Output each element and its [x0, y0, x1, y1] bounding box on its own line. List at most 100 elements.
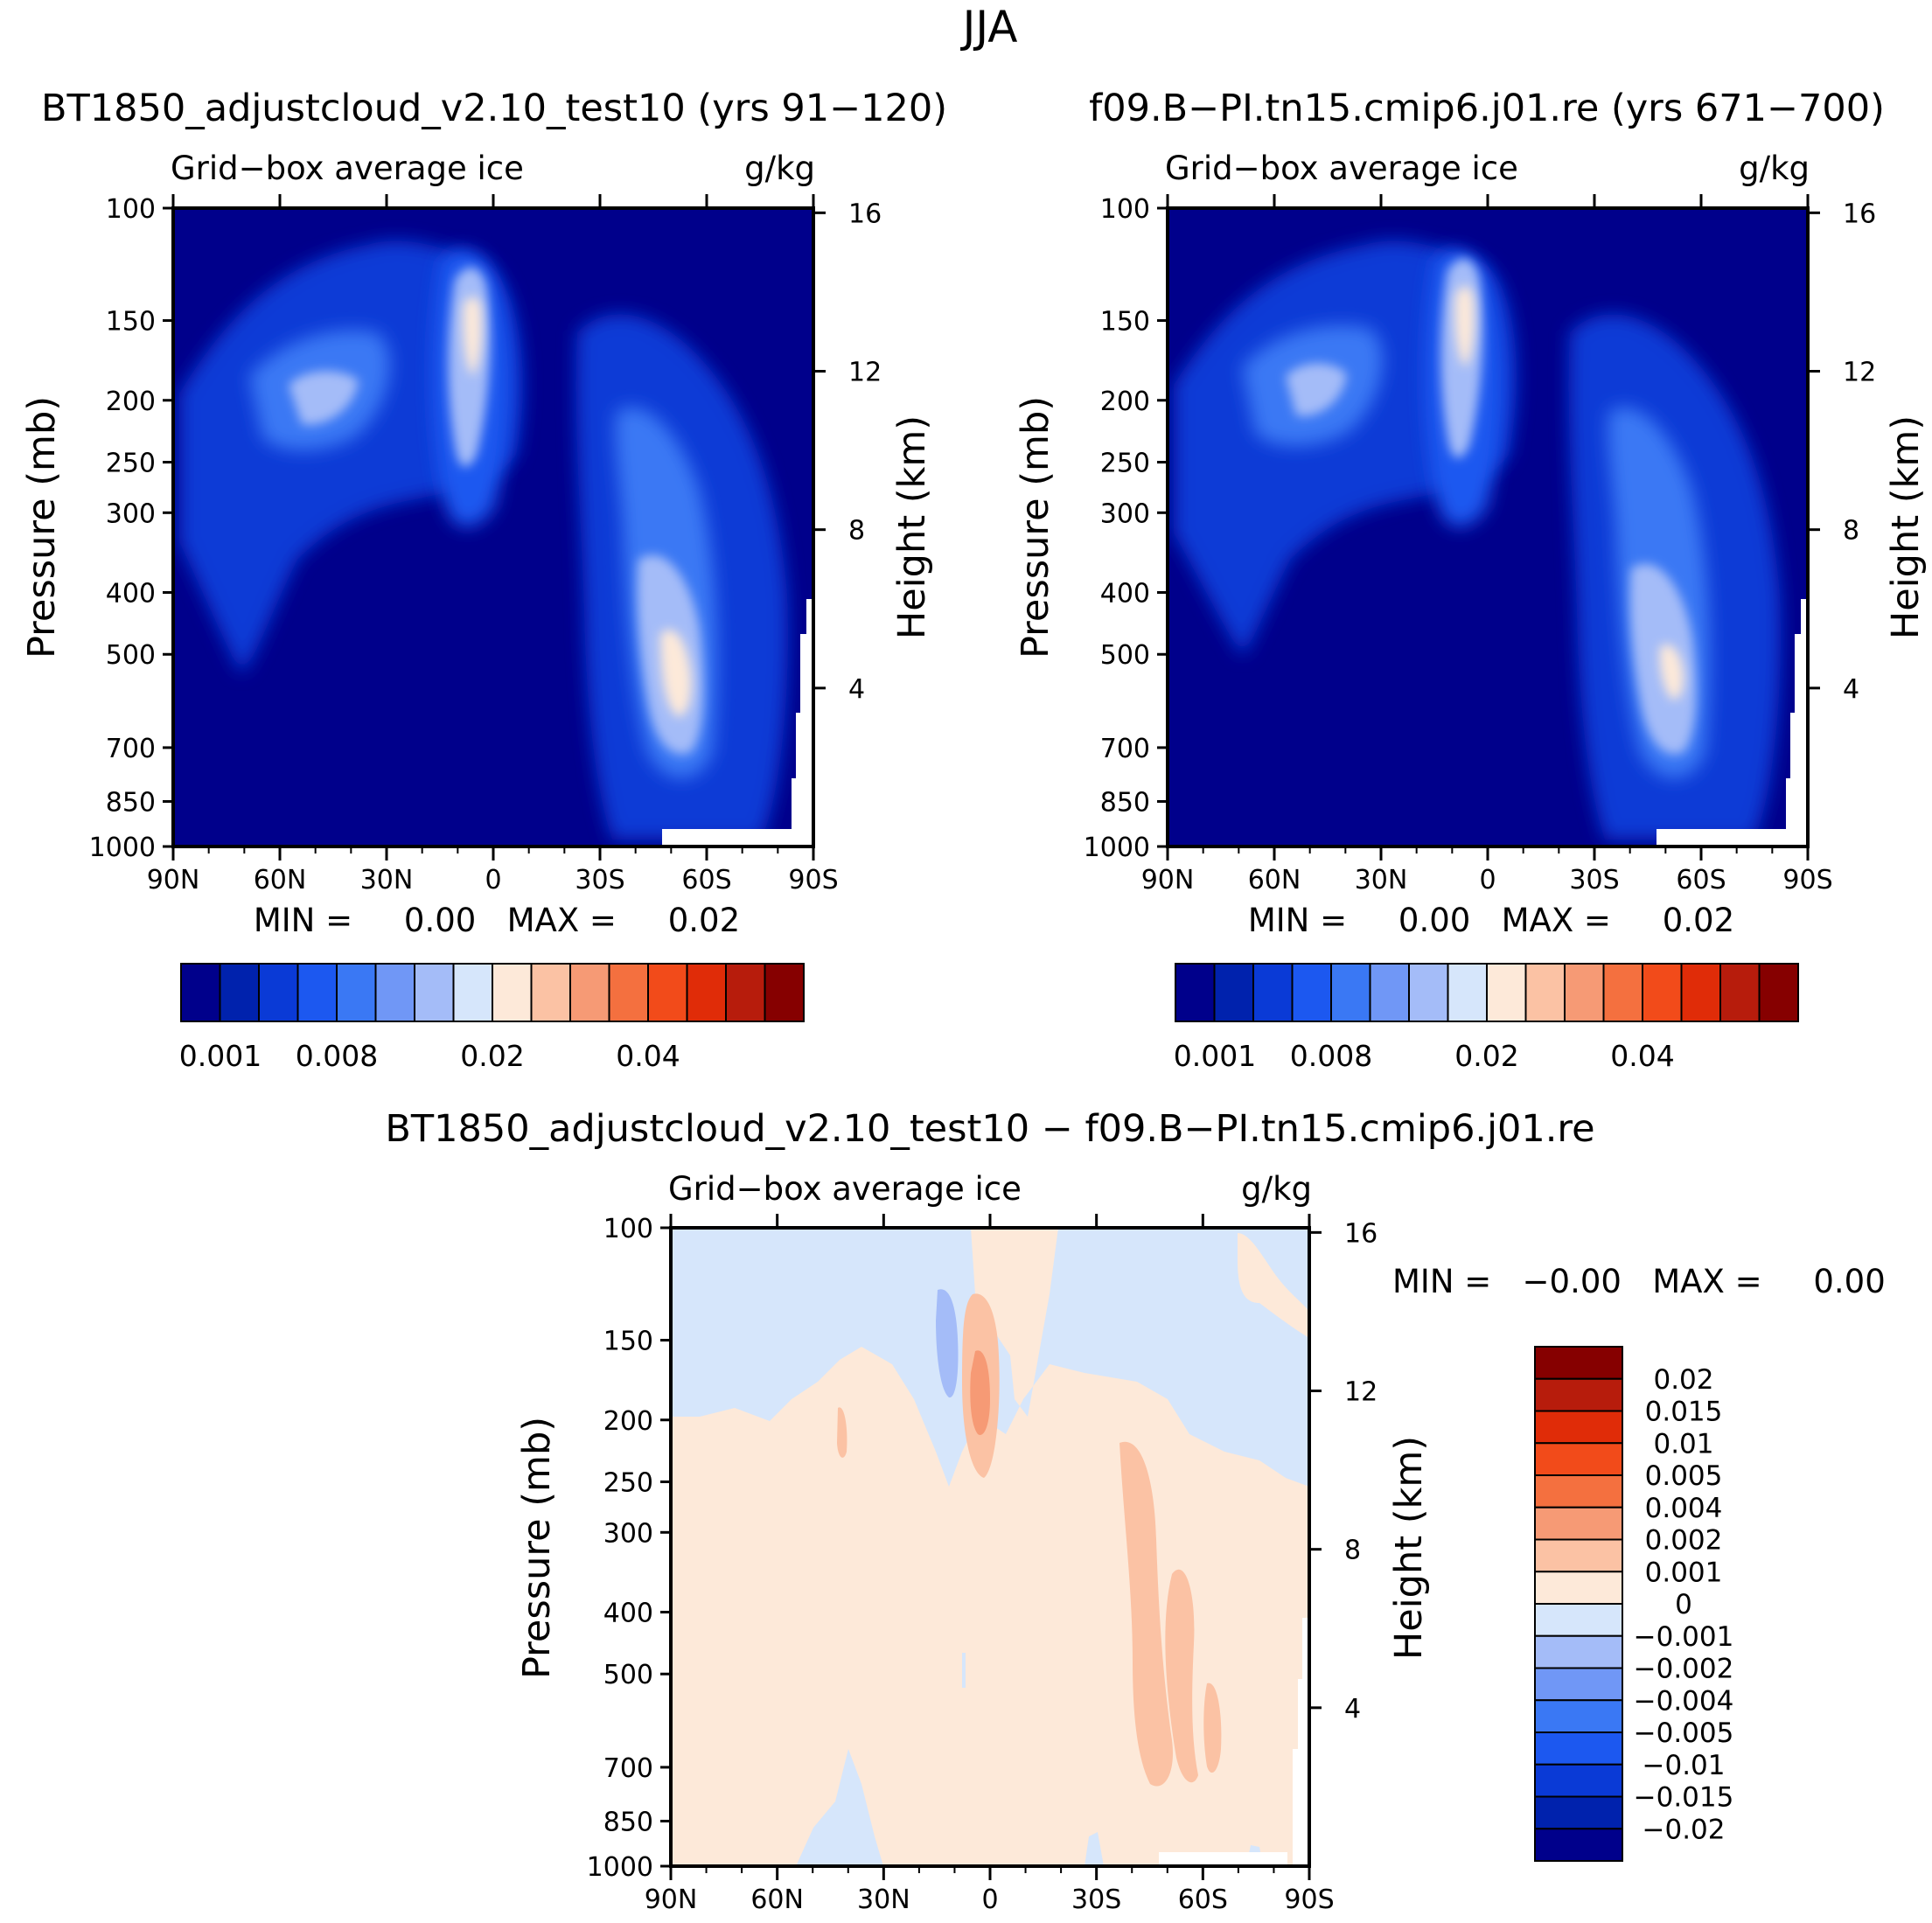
y2-tick-label: 8	[1843, 516, 1859, 547]
colorbar-label: 0.001	[1174, 1039, 1256, 1073]
x-tick-label: 60N	[750, 1885, 804, 1915]
colorbar-swatch	[1564, 963, 1605, 1022]
contour-tropics-peak	[1454, 285, 1475, 367]
panel-title: BT1850_adjustcloud_v2.10_test10 (yrs 91−…	[41, 87, 947, 130]
colorbar-label: −0.01	[1643, 1750, 1726, 1781]
colorbar-swatch	[725, 963, 766, 1022]
y-axis-label: Pressure (mb)	[20, 396, 64, 658]
colorbar-swatch	[1534, 1506, 1623, 1541]
colorbar-swatch	[569, 963, 610, 1022]
x-tick-label: 0	[1479, 865, 1496, 895]
y2-axis-label: Height (km)	[1884, 415, 1928, 639]
contour-field	[173, 208, 813, 847]
colorbar-swatch	[374, 963, 415, 1022]
y2-tick-label: 12	[848, 358, 882, 388]
y-tick-label: 150	[603, 1327, 653, 1357]
contour-field	[671, 1228, 1309, 1866]
colorbar-swatch	[1719, 963, 1761, 1022]
colorbar-swatch	[180, 963, 221, 1022]
colorbar-swatch	[258, 963, 299, 1022]
x-tick-label: 0	[981, 1885, 998, 1915]
y-tick-label: 850	[603, 1807, 653, 1837]
colorbar-label: 0.008	[1290, 1039, 1372, 1073]
contour-nh-storm-peak	[289, 371, 359, 425]
colorbar-swatch	[1534, 1795, 1623, 1830]
x-tick-label: 60S	[1178, 1885, 1228, 1915]
colorbar-swatch	[1534, 1474, 1623, 1508]
y-tick-label: 400	[603, 1599, 653, 1629]
colorbar-swatch	[1534, 1442, 1623, 1476]
field-label: Grid−box average ice	[668, 1170, 1022, 1208]
colorbar-swatch	[1252, 963, 1294, 1022]
colorbar-swatch	[1534, 1538, 1623, 1573]
y-tick-label: 200	[603, 1406, 653, 1437]
panel-difference: BT1850_adjustcloud_v2.10_test10 − f09.B−…	[385, 1107, 1885, 1915]
colorbar-swatch	[1534, 1828, 1623, 1862]
y2-tick-label: 16	[1344, 1218, 1378, 1249]
colorbar: 0.020.0150.010.0050.0040.0020.0010−0.001…	[1534, 1346, 1734, 1862]
y2-tick-label: 16	[848, 199, 882, 229]
contour-nh-storm-peak	[1286, 363, 1347, 416]
contour-sh-positive-b	[1165, 1569, 1198, 1783]
contour-sh-positive-a	[1119, 1441, 1173, 1787]
colorbar-swatch	[1602, 963, 1643, 1022]
y-tick-label: 1000	[89, 833, 156, 863]
contour-low-negative-c	[962, 1653, 966, 1688]
colorbar-label: 0.004	[1645, 1493, 1723, 1524]
y-tick-label: 500	[603, 1660, 653, 1690]
y2-tick-label: 16	[1843, 199, 1876, 229]
y2-axis-label: Height (km)	[1387, 1436, 1431, 1660]
colorbar-label: −0.015	[1634, 1782, 1734, 1814]
panel-title: f09.B−PI.tn15.cmip6.j01.re (yrs 671−700)	[1089, 87, 1885, 130]
colorbar-label: 0.008	[296, 1039, 378, 1073]
x-tick-label: 30S	[1071, 1885, 1121, 1915]
x-tick-label: 60S	[1676, 865, 1726, 895]
contour-low-negative	[796, 1749, 883, 1866]
colorbar-swatch	[647, 963, 688, 1022]
contour-positive-upper-right	[1238, 1233, 1309, 1338]
colorbar-label: −0.005	[1634, 1717, 1734, 1749]
colorbar-swatch	[1680, 963, 1721, 1022]
y-tick-label: 500	[106, 640, 156, 671]
colorbar-swatch	[414, 963, 455, 1022]
x-tick-label: 30N	[360, 865, 414, 895]
panel-control: BT1850_adjustcloud_v2.10_test10 (yrs 91−…	[20, 87, 947, 1073]
colorbar-swatch	[1534, 1571, 1623, 1605]
colorbar: 0.001 0.008 0.02 0.04	[179, 963, 805, 1073]
colorbar-label: 0.005	[1645, 1460, 1723, 1492]
units-label: g/kg	[1241, 1170, 1312, 1208]
contour-low-negative-b	[1085, 1832, 1104, 1866]
y-tick-label: 700	[106, 734, 156, 764]
contour-sh-storm-peak	[1659, 644, 1684, 700]
colorbar-label: 0.02	[1454, 1039, 1518, 1073]
y-tick-label: 500	[1100, 640, 1150, 671]
missing-data-ground	[662, 829, 799, 847]
colorbar-swatch	[686, 963, 727, 1022]
stats-text: MIN = 0.00 MAX = 0.02	[254, 902, 740, 939]
y-tick-label: 200	[1100, 387, 1150, 417]
x-tick-label: 90N	[645, 1885, 698, 1915]
y-tick-label: 700	[1100, 734, 1150, 764]
x-tick-label: 90N	[1141, 865, 1195, 895]
y2-tick-label: 4	[848, 674, 865, 705]
x-tick-label: 30N	[1355, 865, 1408, 895]
y-tick-label: 300	[106, 498, 156, 529]
y-tick-label: 250	[106, 448, 156, 478]
y-tick-label: 400	[1100, 579, 1150, 610]
y-tick-label: 850	[106, 787, 156, 818]
contour-sh-positive-c	[1203, 1683, 1222, 1773]
x-tick-label: 60S	[681, 865, 731, 895]
colorbar-swatch	[1642, 963, 1683, 1022]
colorbar-label: 0.001	[179, 1039, 262, 1073]
x-tick-label: 30S	[575, 865, 624, 895]
colorbar-label: −0.004	[1634, 1685, 1734, 1717]
colorbar-swatch	[1486, 963, 1527, 1022]
contour-tropical-negative	[936, 1289, 959, 1398]
colorbar-swatch	[764, 963, 805, 1022]
y2-tick-label: 4	[1344, 1694, 1361, 1724]
colorbar-swatch	[608, 963, 649, 1022]
panel-title: BT1850_adjustcloud_v2.10_test10 − f09.B−…	[385, 1107, 1594, 1151]
